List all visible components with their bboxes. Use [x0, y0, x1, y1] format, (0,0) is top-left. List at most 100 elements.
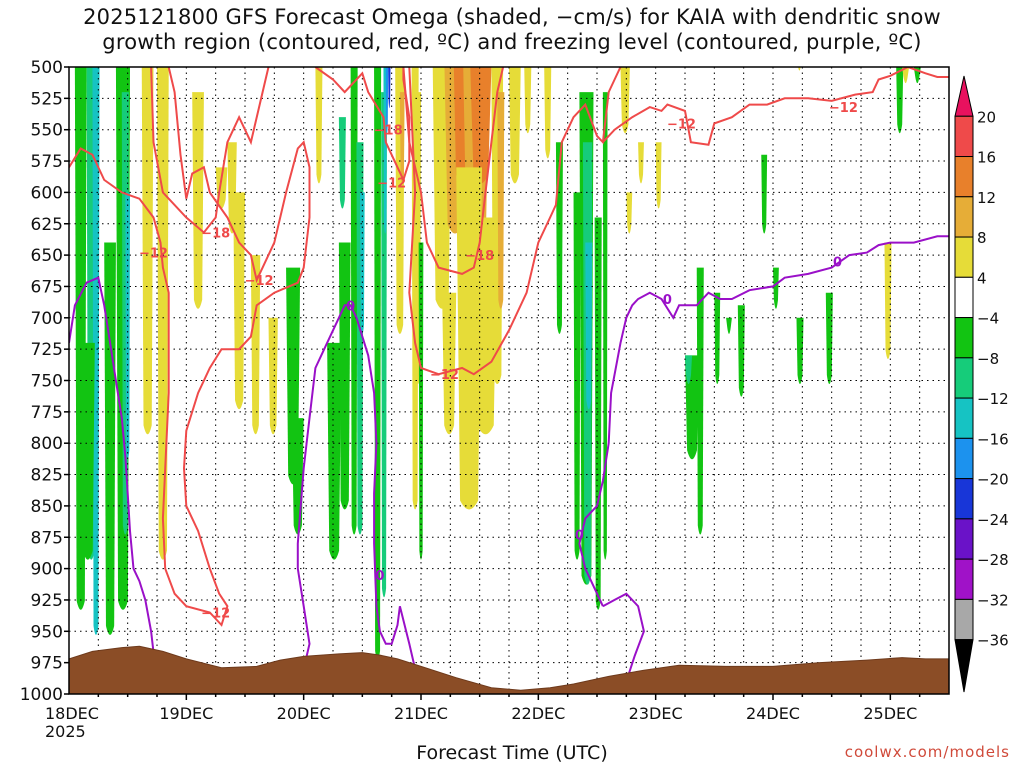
purple-contour-line: [578, 235, 949, 607]
purple-contour-label: 0: [575, 529, 584, 544]
y-tick-label: 925: [31, 591, 63, 611]
omega-shade-region: [796, 67, 803, 71]
colorbar-band: [954, 357, 974, 399]
y-tick-label: 750: [31, 372, 63, 392]
colorbar-label: −16: [977, 430, 1009, 448]
omega-shade-region: [838, 55, 844, 67]
colorbar-label: −8: [977, 350, 999, 368]
colorbar-label: −12: [977, 390, 1009, 408]
colorbar-label: 8: [977, 229, 987, 247]
omega-shade-region: [418, 242, 424, 560]
omega-shade-region: [602, 92, 608, 560]
omega-shade-region: [737, 305, 745, 397]
colorbar-band: [954, 558, 974, 600]
red-contour-label: −12: [139, 247, 168, 262]
y-tick-label: 1000: [20, 685, 63, 705]
red-contour-label: −18: [374, 124, 403, 139]
omega-shade-region: [442, 292, 457, 435]
colorbar-band: [954, 317, 974, 359]
purple-contour-line: [69, 276, 156, 663]
terrain-fill: [69, 645, 949, 694]
purple-contour-line: [602, 592, 645, 682]
colorbar-top-triangle: [954, 75, 974, 117]
omega-shade-region: [638, 142, 644, 184]
red-contour-label: −12: [667, 117, 696, 132]
omega-shade-region: [104, 242, 116, 635]
omega-shade-region: [524, 67, 532, 134]
colorbar-label: −28: [977, 551, 1009, 569]
omega-shade-region: [315, 67, 323, 184]
terrain-surface: [69, 645, 949, 694]
omega-shade-region: [773, 267, 779, 309]
colorbar-bottom-triangle: [954, 639, 974, 693]
y-tick-label: 525: [31, 89, 63, 109]
omega-shade-region: [714, 292, 721, 385]
omega-shade-region: [796, 317, 804, 385]
colorbar-band: [954, 236, 974, 278]
x-tick-label: 18DEC: [45, 704, 99, 723]
red-contour-label: −12: [245, 274, 274, 289]
y-tick-label: 975: [31, 654, 63, 674]
colorbar-label: −20: [977, 471, 1009, 489]
omega-shade-region: [92, 67, 100, 635]
y-tick-label: 825: [31, 466, 63, 486]
x-tick-label: 20DEC: [277, 704, 331, 723]
purple-contour-line: [296, 304, 417, 670]
colorbar-label: 16: [977, 149, 996, 167]
y-tick-label: 775: [31, 403, 63, 423]
colorbar-label: −32: [977, 591, 1009, 609]
freezing-level-contours: [69, 235, 949, 682]
omega-shade-region: [291, 418, 304, 535]
purple-contour-label: 0: [833, 255, 842, 270]
omega-shade-region: [157, 67, 169, 560]
grid-lines: [69, 67, 949, 694]
omega-shade-region: [585, 242, 593, 410]
colorbar-label: −24: [977, 511, 1009, 529]
y-tick-label: 650: [31, 246, 63, 266]
contour-labels: −18 −12 −12 −18 −12 −18 −12 −12 −12 −12 0 0 0 0 0: [139, 101, 858, 621]
omega-shade-region: [573, 192, 581, 560]
colorbar-band: [954, 115, 974, 158]
omega-shade-region: [902, 67, 910, 84]
red-contour-line: [602, 67, 949, 146]
x-tick-sublabel: 2025: [45, 722, 86, 741]
colorbar-band: [954, 397, 974, 439]
y-tick-label: 625: [31, 215, 63, 235]
y-tick-label: 700: [31, 309, 63, 329]
y-tick-label: 800: [31, 434, 63, 454]
chart-title-line1: 2025121800 GFS Forecast Omega (shaded, −…: [83, 5, 941, 29]
y-tick-label: 950: [31, 622, 63, 642]
omega-shading: [74, 55, 921, 660]
omega-shade-region: [594, 217, 602, 610]
omega-shade-region: [509, 67, 521, 184]
red-contour-line: [69, 67, 311, 627]
red-contour-label: −18: [201, 227, 230, 242]
omega-shade-region: [620, 67, 630, 134]
omega-shade-region: [685, 355, 693, 385]
red-contour-label: −12: [829, 101, 858, 116]
omega-shade-region: [233, 192, 245, 410]
omega-shade-region: [374, 67, 382, 660]
omega-shade-region: [338, 117, 346, 209]
omega-shade-region: [399, 92, 405, 184]
colorbar: 20 16 12 8 4 −4 −8 −12 −16 −20 −24 −28 −32 −36: [954, 75, 1009, 693]
purple-contour-label: 0: [375, 569, 384, 584]
y-tick-label: 600: [31, 183, 63, 203]
omega-shade-region: [350, 67, 358, 535]
omega-shade-region: [761, 154, 768, 234]
omega-shade-region: [884, 242, 892, 359]
y-tick-label: 725: [31, 340, 63, 360]
x-tick-label: 21DEC: [394, 704, 448, 723]
omega-shade-region: [825, 292, 833, 385]
omega-shade-region: [250, 255, 261, 435]
chart-title-line2: growth region (contoured, red, ºC) and f…: [102, 30, 922, 54]
x-tick-label: 22DEC: [511, 704, 565, 723]
omega-shade-region: [896, 67, 904, 134]
omega-shade-region: [497, 92, 505, 309]
colorbar-band: [954, 437, 974, 480]
x-axis-label: Forecast Time (UTC): [416, 742, 608, 764]
colorbar-label: −36: [977, 632, 1009, 650]
